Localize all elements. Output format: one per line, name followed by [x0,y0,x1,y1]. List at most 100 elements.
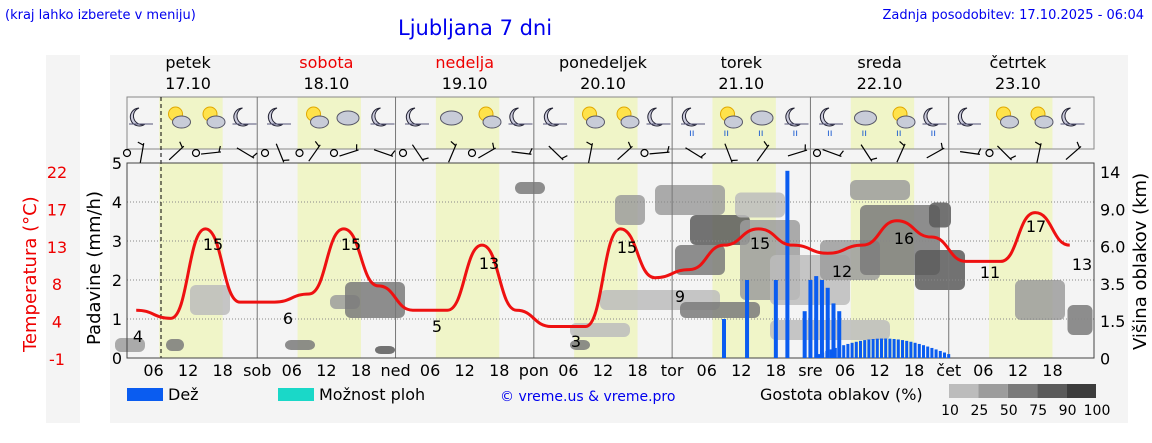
moon-icon [405,107,422,127]
x-tick: 18 [489,361,509,380]
calm-circle [191,148,201,158]
cloud-patch [166,339,184,351]
moon-icon [923,107,939,127]
wind-barb-shaft [756,144,770,162]
wind-barb [756,141,770,162]
plot-frame [126,162,1095,359]
rain-bar [721,319,726,358]
rain-bar [802,311,807,358]
wind-barb [236,147,258,159]
region-hint[interactable]: (kraj lahko izberete v meniju) [5,8,196,23]
wind-barb-flag [666,146,670,153]
cloud-icon [724,115,743,129]
wind-barb-flag [940,142,944,150]
temp-label: 12 [832,262,852,281]
calm-circle [812,148,822,158]
rain-drops-icon: ıı [758,128,764,139]
icon-row-frame [126,96,1095,150]
calm-circle [985,148,994,158]
wind-barb [960,148,982,155]
wind-barb [860,144,878,162]
wind-barb [511,148,533,155]
x-tick: 06 [282,361,302,380]
wind-barb-flag [561,155,568,160]
day-date: 19.10 [442,74,488,93]
left-axis-panel [46,55,80,423]
wind-barb [1065,141,1082,161]
density-step: 75 [1029,403,1047,419]
wind-barb-flag [218,145,221,153]
cloud-patch [615,195,645,225]
wind-barb-shaft [448,143,457,163]
wind-barb-shaft [649,151,670,155]
rain-bars [721,170,951,358]
density-step: 90 [1059,403,1077,419]
cloud-patch [285,340,315,350]
wind-barb [373,149,396,157]
rain-drops-icon: ıı [862,128,868,139]
day-name: ponedeljek [559,53,648,72]
wind-barb-shaft [997,145,1012,161]
wind-barb-flag [492,142,495,150]
day-name: sobota [299,53,353,72]
rain-bar [817,354,820,358]
rain-bar [785,170,790,358]
cloud-patch [570,340,590,350]
rain-drops-icon: ıı [793,128,799,139]
x-tick: 18 [766,361,786,380]
wind-barb [926,142,945,159]
rain-legend-swatch [127,388,163,401]
cloud-height-tick: 9.0 [1100,200,1125,219]
day-name: četrtek [989,53,1047,72]
rain-drops-icon: ıı [689,128,695,139]
rain-bar [905,340,909,358]
wind-barb-shaft [548,145,564,161]
day-date: 17.10 [165,74,211,93]
cloud-icon [750,110,774,126]
moon-icon [785,107,801,127]
density-step: 100 [1084,403,1111,419]
x-tick: 06 [973,361,993,380]
rain-bar [846,343,850,358]
cloud-patch [675,245,725,275]
temp-label: 15 [203,235,223,254]
x-tick: 18 [627,361,647,380]
wind-barb-flag [356,144,358,151]
wind-barb [586,141,593,163]
x-tick: pon [519,361,549,380]
wind-barb-shaft [685,147,703,159]
wind-barb [308,141,321,162]
rain-legend-label: Dež [168,385,199,404]
temp-tick: -1 [49,350,65,369]
axes: 22 17 13 8 4 -1 Temperatura (°C) 5 4 3 2 1 0 Padavine… [20,154,1151,380]
temp-label: 13 [479,254,499,273]
storm-legend-label: Možnost ploh [319,385,425,404]
credit-link: © vreme.us & vreme.pro [500,389,675,405]
x-tick: 06 [835,361,855,380]
moon-icon [233,107,249,127]
cloud-patch [929,202,951,228]
day-headers: petek 17.10 sobota 18.10 nedelja 19.10 ponedel… [165,53,1047,93]
rain-bar [909,341,913,358]
day-date: 18.10 [303,74,349,93]
rain-bar [943,352,946,358]
x-tick: 06 [420,361,440,380]
page-title: Ljubljana 7 dni [398,16,553,40]
cloud-patch [680,302,760,318]
cloud-patch [515,182,545,194]
moon-icon [1061,107,1077,127]
cloud-icon [206,115,226,129]
wind-barb-shaft [860,144,873,162]
moon-icon [371,107,387,127]
temperature-line: 4 15 6 15 5 13 3 15 9 15 12 16 11 17 13 [133,211,1092,351]
x-tick: 06 [143,361,163,380]
wind-barb [200,145,222,155]
cloud-patch [115,338,145,352]
wind-barb-shaft [339,149,359,157]
wind-barb-shaft [896,143,906,163]
wind-barb-shaft [236,147,255,159]
cloud-icon [310,115,329,129]
rain-bar [938,350,942,358]
calm-circle [398,148,408,158]
